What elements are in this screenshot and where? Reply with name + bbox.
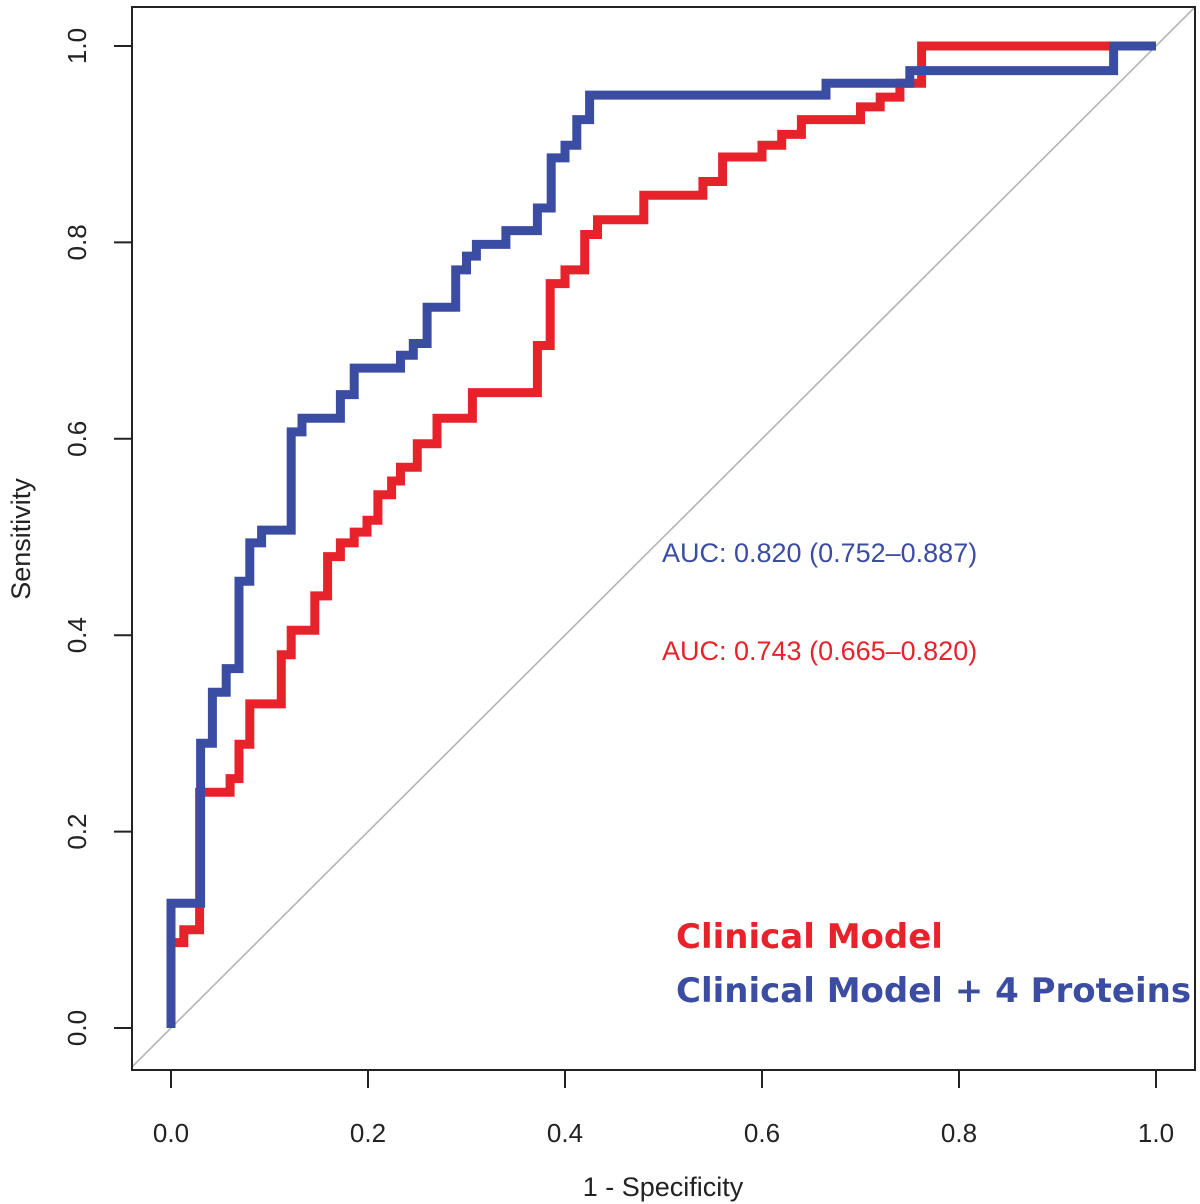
y-axis-title: Sensitivity [6,478,36,600]
x-tick-label: 1.0 [1138,1118,1174,1148]
y-tick-label: 0.6 [62,421,92,457]
roc-curve-clinical-model-plus-proteins [166,41,1156,1028]
legend-entry-clinical-model-plus-proteins: Clinical Model + 4 Proteins [676,971,1191,1011]
diagonal-layer [131,6,1196,1068]
y-tick-label: 0.0 [62,1010,92,1046]
x-tick-label: 0.6 [744,1118,780,1148]
series-layer [166,41,1156,1028]
diagonal-reference-line [131,6,1196,1068]
y-tick-label: 0.8 [62,224,92,260]
auc-annotation-red: AUC: 0.743 (0.665–0.820) [662,636,977,666]
x-tick-label: 0.4 [547,1118,583,1148]
y-tick-label: 1.0 [62,28,92,64]
axis-layer: 0.0 0.2 0.4 0.6 0.8 1.0 0.0 0.2 0.4 0.6 0.8 1.0 [62,28,1174,1148]
x-tick-label: 0.8 [941,1118,977,1148]
auc-annotation-blue: AUC: 0.820 (0.752–0.887) [662,538,977,568]
roc-curve-clinical-model [166,41,1114,1028]
y-tick-label: 0.2 [62,814,92,850]
x-tick-label: 0.2 [350,1118,386,1148]
x-axis-title: 1 - Specificity [583,1172,744,1202]
legend-entry-clinical-model: Clinical Model [676,917,943,957]
y-tick-label: 0.4 [62,617,92,653]
x-tick-label: 0.0 [153,1118,189,1148]
